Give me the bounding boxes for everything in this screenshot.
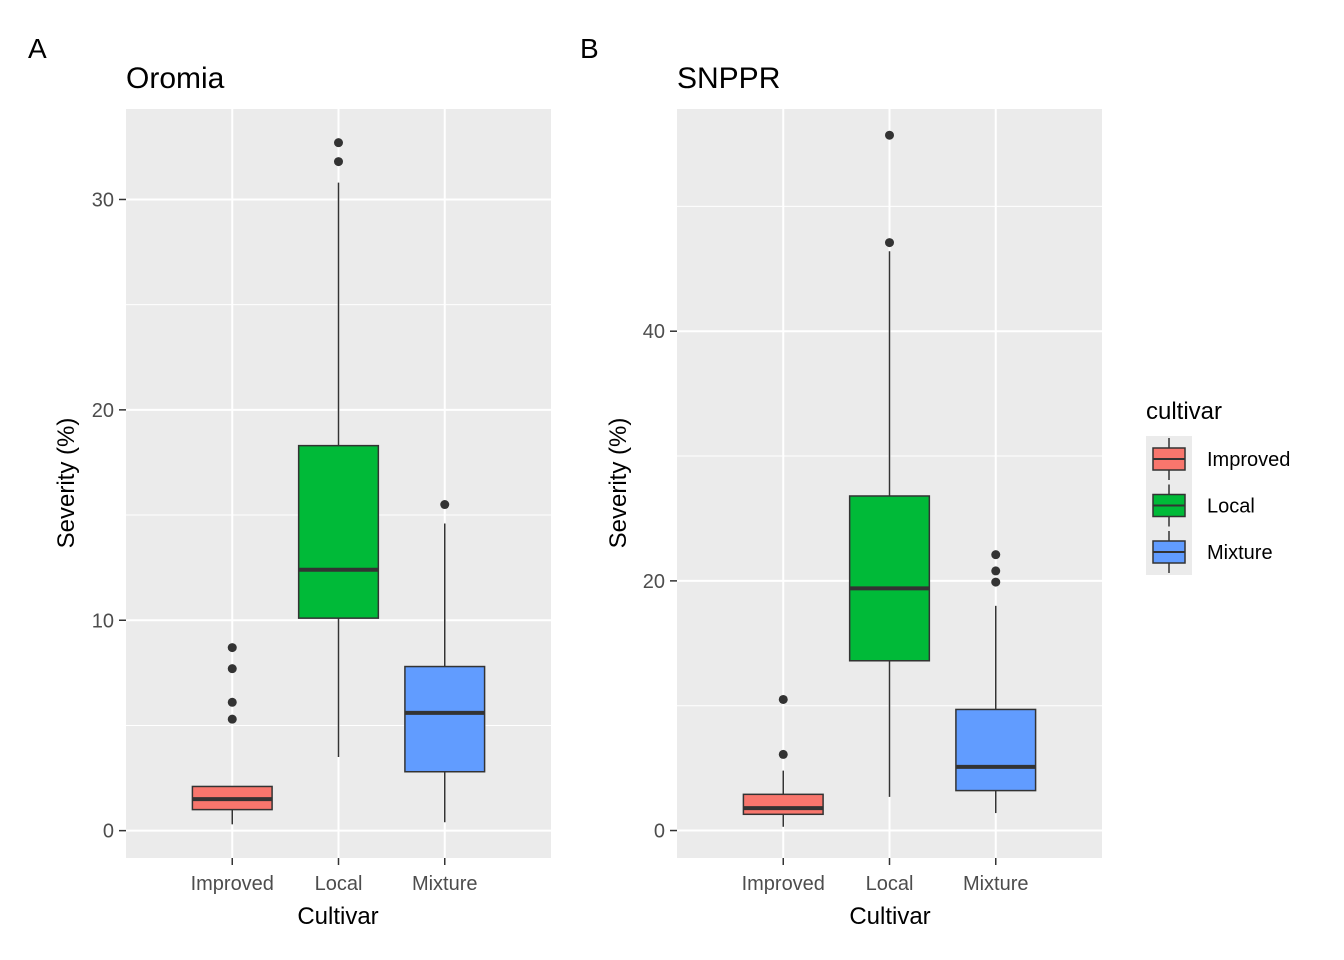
x-tick-label: Improved	[742, 873, 825, 895]
outlier-point	[991, 577, 1001, 587]
legend-label: Local	[1207, 496, 1255, 518]
outlier-point	[227, 664, 237, 674]
legend-label: Mixture	[1207, 542, 1273, 564]
outlier-point	[227, 714, 237, 724]
legend: cultivar Improved Local Mixture	[1146, 398, 1290, 575]
y-tick-label: 20	[643, 571, 665, 593]
iqr-box	[404, 665, 486, 773]
outlier-point	[334, 138, 343, 148]
outlier-point	[885, 238, 894, 248]
y-tick-label: 40	[643, 321, 665, 343]
outlier-point	[778, 694, 788, 704]
x-tick-label: Mixture	[963, 873, 1029, 895]
x-tick-label: Local	[315, 873, 363, 895]
boxplot-local	[297, 138, 380, 758]
boxplot-local	[848, 130, 931, 797]
panel-b: B SNPPR 0 20 40 Improved Local Mixture Culti…	[580, 33, 1102, 930]
outlier-point	[227, 697, 237, 707]
outlier-point	[991, 566, 1001, 576]
y-ticks-b: 0 20 40	[643, 321, 677, 843]
panel-title-b: SNPPR	[677, 62, 780, 95]
outlier-point	[440, 500, 450, 510]
iqr-box	[742, 793, 824, 816]
y-tick-label: 30	[92, 189, 114, 211]
boxplot-mixture	[955, 550, 1037, 814]
y-tick-label: 20	[92, 400, 114, 422]
legend-item-improved: Improved	[1152, 438, 1290, 480]
legend-title: cultivar	[1146, 398, 1222, 425]
legend-label: Improved	[1207, 449, 1290, 471]
boxes-b	[742, 130, 1037, 827]
boxes-a	[191, 138, 486, 825]
legend-items: Improved Local Mixture	[1152, 438, 1290, 573]
boxplot-improved	[191, 643, 273, 825]
iqr-box	[955, 708, 1037, 792]
boxplot-improved	[742, 694, 824, 827]
panel-title-a: Oromia	[126, 62, 225, 95]
x-ticks-b: Improved Local Mixture	[742, 858, 1029, 895]
y-axis-title-a: Severity (%)	[53, 418, 80, 549]
panel-a: A Oromia 0 10 20 30 Improved Local Mixture Cu…	[28, 33, 551, 930]
x-tick-label: Local	[866, 873, 914, 895]
y-tick-label: 0	[654, 821, 665, 843]
x-axis-title-a: Cultivar	[297, 903, 378, 930]
x-tick-label: Mixture	[412, 873, 478, 895]
outlier-point	[778, 749, 788, 759]
x-tick-label: Improved	[191, 873, 274, 895]
y-axis-title-b: Severity (%)	[605, 418, 632, 549]
outlier-point	[991, 550, 1001, 560]
y-ticks-a: 0 10 20 30	[92, 189, 126, 843]
iqr-box	[848, 495, 931, 662]
outlier-point	[227, 643, 237, 653]
panel-letter-b: B	[580, 33, 599, 64]
x-axis-title-b: Cultivar	[849, 903, 930, 930]
y-tick-label: 0	[103, 821, 114, 843]
legend-item-local: Local	[1152, 484, 1255, 527]
outlier-point	[334, 157, 343, 167]
outlier-point	[885, 130, 894, 140]
x-ticks-a: Improved Local Mixture	[191, 858, 478, 895]
iqr-box	[297, 444, 380, 619]
y-tick-label: 10	[92, 610, 114, 632]
boxplot-mixture	[404, 500, 486, 823]
legend-item-mixture: Mixture	[1152, 531, 1273, 573]
panel-letter-a: A	[28, 33, 47, 64]
